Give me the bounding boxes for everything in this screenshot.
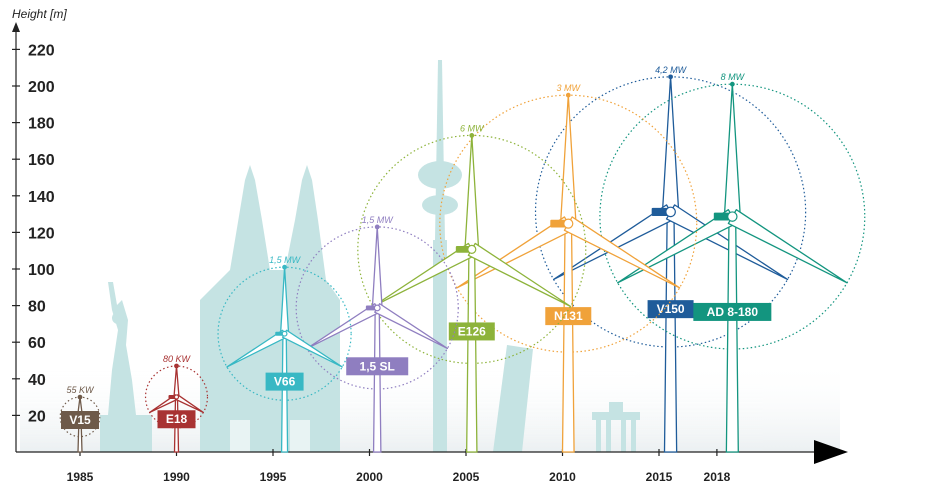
turbine: 1,5 MW V66: [217, 255, 352, 453]
cologne-cathedral-silhouette: [200, 165, 340, 452]
x-tick-label: 2000: [356, 470, 383, 484]
y-axis-arrow-icon: [12, 22, 20, 32]
x-tick-label: 2015: [646, 470, 673, 484]
hub: [173, 394, 180, 400]
turbine: 55 KW V15: [59, 385, 101, 453]
tower: [466, 248, 478, 453]
name-badge-label: E126: [458, 324, 486, 338]
ground-fade: [20, 360, 840, 452]
x-axis-arrow-icon: [814, 440, 848, 464]
y-tick-label: 120: [28, 225, 55, 242]
turbine: 8 MW AD 8-180: [599, 72, 866, 453]
name-badge: [647, 300, 694, 319]
y-tick-label: 140: [28, 189, 55, 206]
y-tick-label: 160: [28, 152, 55, 169]
blade: [727, 209, 848, 284]
blade: [559, 94, 577, 225]
name-badge: [693, 302, 772, 321]
rotor-circle: [599, 83, 866, 350]
height-marker: [282, 264, 287, 270]
y-tick-label: 100: [28, 262, 55, 279]
y-tick-label: 40: [28, 372, 46, 389]
name-badge: [545, 307, 592, 326]
name-badge-label: V66: [274, 375, 296, 389]
y-tick-label: 180: [28, 116, 55, 133]
tower: [372, 307, 382, 453]
name-badge-label: 1,5 SL: [360, 359, 395, 373]
turbine: 80 KW E18: [144, 354, 209, 453]
blade: [371, 226, 383, 309]
power-label: 8 MW: [721, 72, 746, 82]
blade: [723, 83, 741, 218]
name-badge-label: E18: [166, 412, 188, 426]
y-axis-title: Height [m]: [12, 7, 67, 21]
hub: [665, 206, 676, 218]
power-label: 6 MW: [460, 123, 485, 133]
leaning-tower-silhouette: [493, 345, 533, 452]
y-tick-label: 80: [28, 299, 46, 316]
power-label: 55 KW: [66, 385, 95, 395]
hub: [563, 218, 574, 229]
tower: [561, 222, 575, 453]
height-marker: [729, 81, 735, 87]
power-label: 4,2 MW: [655, 65, 688, 75]
x-tick-label: 2005: [453, 470, 480, 484]
height-marker: [565, 92, 571, 98]
name-badge: [157, 410, 196, 429]
y-tick-label: 60: [28, 335, 46, 352]
x-tick-label: 2010: [549, 470, 576, 484]
x-ticks: 1985 1990 1995 2000 2005 2010 2015 2018: [67, 449, 731, 484]
statue-of-liberty-silhouette: [100, 282, 152, 452]
turbine: 4,2 MW V150: [534, 65, 807, 453]
height-marker: [374, 224, 380, 230]
height-marker: [469, 133, 475, 138]
blade: [661, 76, 680, 213]
x-tick-label: 2018: [704, 470, 731, 484]
height-marker: [77, 394, 83, 400]
landmark-silhouettes: [20, 60, 840, 452]
y-tick-label: 20: [28, 408, 46, 425]
turbine: 3 MW N131: [439, 83, 698, 453]
turbine: 6 MW E126: [357, 123, 587, 453]
height-marker: [668, 74, 673, 80]
power-label: 1,5 MW: [269, 255, 302, 265]
hub: [373, 304, 381, 312]
y-tick-label: 200: [28, 79, 55, 96]
hub: [281, 330, 288, 337]
height-marker: [174, 363, 179, 369]
power-label: 1,5 MW: [362, 215, 395, 225]
y-tick-label: 220: [28, 42, 55, 59]
tv-tower-silhouette: [418, 60, 462, 452]
hub: [727, 211, 738, 222]
power-label: 3 MW: [557, 83, 582, 93]
name-badge-label: N131: [554, 309, 583, 323]
name-badge-label: AD 8-180: [707, 305, 759, 319]
tower: [280, 333, 289, 453]
name-badge: [448, 322, 495, 341]
name-badge: [61, 411, 99, 429]
name-badge: [265, 372, 304, 391]
blade: [464, 134, 480, 251]
tower: [725, 215, 739, 453]
name-badge-label: V15: [69, 413, 91, 427]
name-badge: [346, 357, 409, 376]
x-tick-label: 1995: [260, 470, 287, 484]
power-label: 80 KW: [163, 354, 192, 364]
hub: [467, 244, 477, 254]
blade: [372, 242, 476, 308]
x-tick-label: 1990: [163, 470, 190, 484]
x-tick-label: 1985: [67, 470, 94, 484]
brandenburg-gate-silhouette: [592, 402, 640, 452]
y-ticks: 20 40 60 80 100 120 140 160 180 200 220: [12, 42, 55, 425]
turbine: 1,5 MW 1,5 SL: [295, 215, 459, 453]
name-badge-label: V150: [657, 302, 685, 316]
